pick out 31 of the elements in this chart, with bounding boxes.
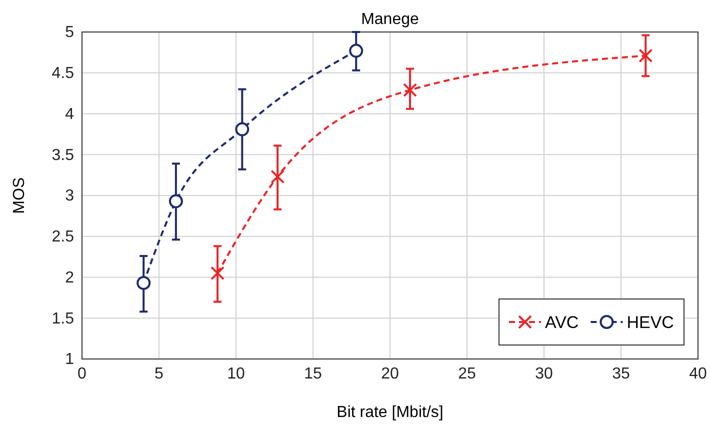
x-tick-label: 10: [227, 365, 245, 382]
point: [136, 276, 151, 290]
chart-title: Manege: [361, 11, 420, 28]
x-tick-label: 30: [535, 365, 553, 382]
y-tick-label: 3.5: [52, 146, 74, 164]
y-tick-label: 3: [65, 188, 74, 205]
point: [403, 83, 418, 98]
y-tick-label: 1: [65, 351, 74, 368]
point: [270, 170, 285, 184]
y-tick-label: 2: [65, 269, 74, 286]
y-tick-label: 4.5: [52, 64, 74, 82]
point: [235, 122, 250, 136]
legend-label: AVC: [545, 313, 579, 332]
x-tick-label: 35: [612, 365, 630, 382]
point: [638, 48, 653, 63]
x-axis-title: Bit rate [Mbit/s]: [336, 404, 444, 421]
x-tick-label: 20: [381, 365, 399, 382]
y-tick-label: 2.5: [52, 228, 74, 246]
y-tick-label: 5: [65, 24, 74, 42]
x-tick-label: 40: [689, 365, 707, 382]
point: [168, 194, 183, 208]
x-tick-label: 0: [78, 365, 87, 382]
y-tick-label: 1.5: [52, 310, 74, 328]
x-tick-label: 25: [458, 365, 476, 382]
point: [210, 266, 225, 280]
y-tick-label: 4: [65, 106, 74, 123]
y-axis-title: MOS: [11, 177, 28, 214]
x-tick-label: 5: [154, 365, 164, 382]
x-tick-label: 15: [304, 365, 322, 382]
legend-label: HEVC: [626, 313, 674, 332]
point: [349, 44, 364, 58]
